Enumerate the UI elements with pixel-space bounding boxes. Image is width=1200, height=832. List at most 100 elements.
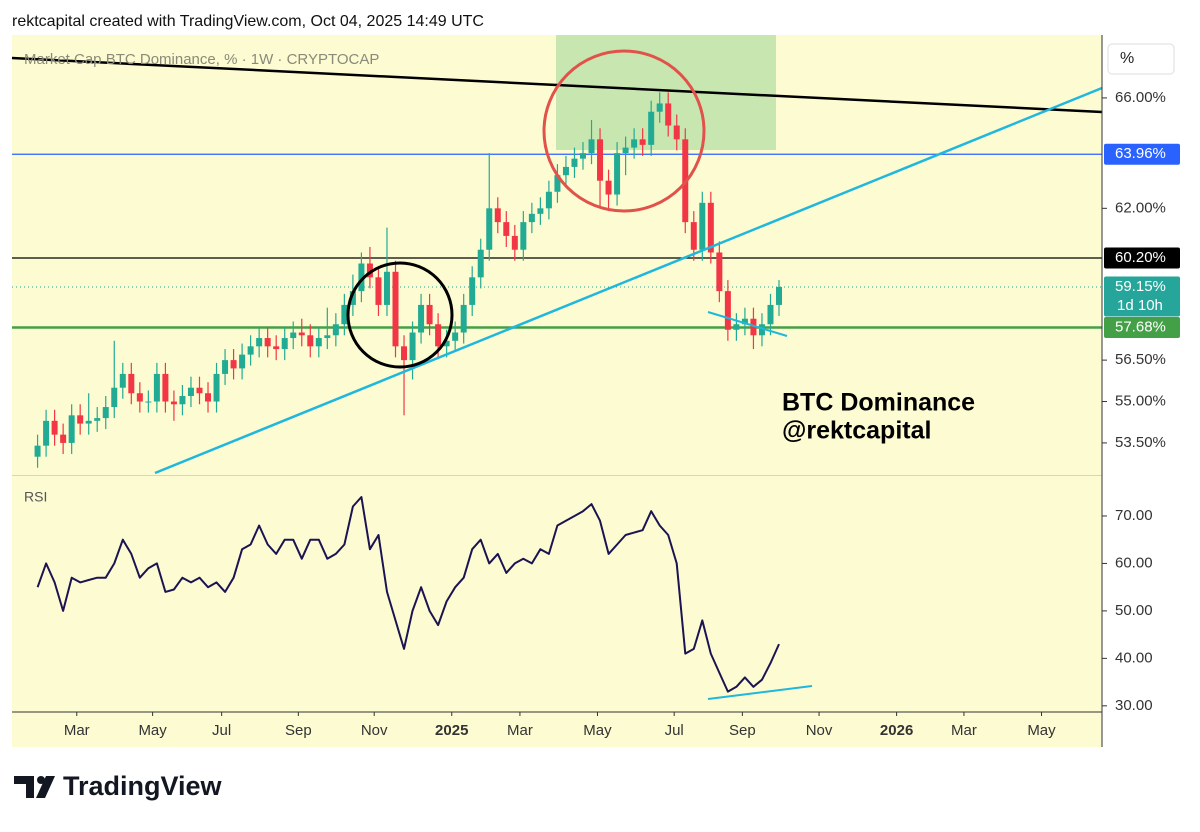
candle-body <box>273 346 280 350</box>
x-tick-label: Jul <box>212 722 231 739</box>
x-tick-label: Nov <box>806 722 833 739</box>
candle-body <box>281 338 288 350</box>
y-tick-label: 70.00 <box>1115 507 1153 524</box>
candle-body <box>554 175 561 192</box>
candle-body <box>247 346 254 355</box>
candle-body <box>187 387 194 396</box>
candle-body <box>776 286 783 305</box>
candle-body <box>60 434 67 443</box>
x-tick-label: May <box>1027 722 1056 739</box>
level-label: 57.68% <box>1115 319 1166 336</box>
candle-body <box>102 407 109 419</box>
candle-body <box>213 373 220 402</box>
candle-body <box>111 387 118 408</box>
divergence-price-line <box>707 311 788 337</box>
y-tick-label: 66.00% <box>1115 89 1166 106</box>
x-tick-label: Mar <box>64 722 90 739</box>
brand-logo <box>14 776 55 798</box>
candle-body <box>588 139 595 154</box>
rsi-line <box>36 496 780 693</box>
candle-body <box>597 139 604 181</box>
candle-body <box>537 208 544 214</box>
candle-body <box>452 332 459 341</box>
candle-body <box>469 277 476 305</box>
brand-name: TradingView <box>63 771 223 801</box>
candle-body <box>724 291 731 330</box>
candle-body <box>401 346 408 361</box>
candle-body <box>699 202 706 250</box>
candle-body <box>307 335 314 347</box>
candle-body <box>358 263 365 292</box>
candle-body <box>511 235 518 250</box>
candle-body <box>239 354 246 369</box>
candle-body <box>68 415 75 443</box>
candle-body <box>179 395 186 405</box>
x-tick-label: 2026 <box>880 722 913 739</box>
candle-body <box>758 324 765 336</box>
y-tick-label: 30.00 <box>1115 697 1153 714</box>
candle-body <box>222 360 229 374</box>
candle-body <box>571 158 578 167</box>
candle-body <box>290 332 297 339</box>
candle-body <box>349 291 356 305</box>
candle-body <box>707 202 714 253</box>
candle-body <box>341 304 348 325</box>
y-tick-label: 55.00% <box>1115 392 1166 409</box>
top-circle <box>542 49 706 213</box>
candle-body <box>614 153 621 195</box>
y-tick-label: 53.50% <box>1115 434 1166 451</box>
candle-body <box>332 324 339 336</box>
level-badge <box>1104 143 1180 165</box>
candle-body <box>162 373 169 402</box>
candle-body <box>477 249 484 278</box>
unit-label[interactable]: % <box>1120 50 1134 67</box>
candle-body <box>733 324 740 330</box>
x-tick-label: Nov <box>361 722 388 739</box>
highlight-zone <box>556 35 776 150</box>
candle-body <box>383 271 390 305</box>
candle-body <box>298 332 305 336</box>
candle-body <box>460 304 467 333</box>
x-tick-label: May <box>583 722 612 739</box>
level-label: 59.15% <box>1115 278 1166 295</box>
x-tick-label: May <box>138 722 167 739</box>
x-tick-label: Jul <box>665 722 684 739</box>
candle-body <box>196 387 203 394</box>
candle-body <box>631 139 638 148</box>
candle-body <box>205 393 212 402</box>
level-badge <box>1104 247 1180 269</box>
candle-body <box>622 147 629 154</box>
candle-body <box>315 338 322 347</box>
candle-body <box>545 191 552 209</box>
y-tick-label: 40.00 <box>1115 649 1153 666</box>
candle-body <box>256 338 263 347</box>
candle-body <box>409 332 416 361</box>
series-legend: Market Cap BTC Dominance, % · 1W · CRYPT… <box>24 51 379 68</box>
x-tick-label: Mar <box>951 722 977 739</box>
candle-body <box>579 153 586 159</box>
candle-body <box>34 445 41 457</box>
divergence-rsi-line <box>707 685 813 700</box>
level-label: 63.96% <box>1115 145 1166 162</box>
candle-body <box>750 318 757 336</box>
candle-body <box>435 324 442 347</box>
candle-body <box>673 125 680 140</box>
candle-body <box>562 166 569 176</box>
candle-body <box>153 373 160 402</box>
candle-body <box>94 418 101 421</box>
y-tick-label: 50.00 <box>1115 602 1153 619</box>
unit-button[interactable] <box>1107 43 1175 75</box>
candle-body <box>145 401 152 403</box>
candle-body <box>690 222 697 250</box>
y-tick-label: 56.50% <box>1115 351 1166 368</box>
x-tick-label: Sep <box>729 722 756 739</box>
x-tick-label: Mar <box>507 722 533 739</box>
candle-body <box>494 208 501 223</box>
rsi-legend: RSI <box>24 489 47 505</box>
candle-body <box>503 222 510 236</box>
rsi-pane: 70.00 60.00 50.00 40.00 30.00 Mar May Jul Sep Nov… <box>36 496 1153 739</box>
candle-body <box>119 373 126 388</box>
price-pane: 66.00% 62.00% 56.50% 55.00% 53.50% 63.96% 60.2… <box>12 89 1180 468</box>
candle-body <box>230 360 237 369</box>
